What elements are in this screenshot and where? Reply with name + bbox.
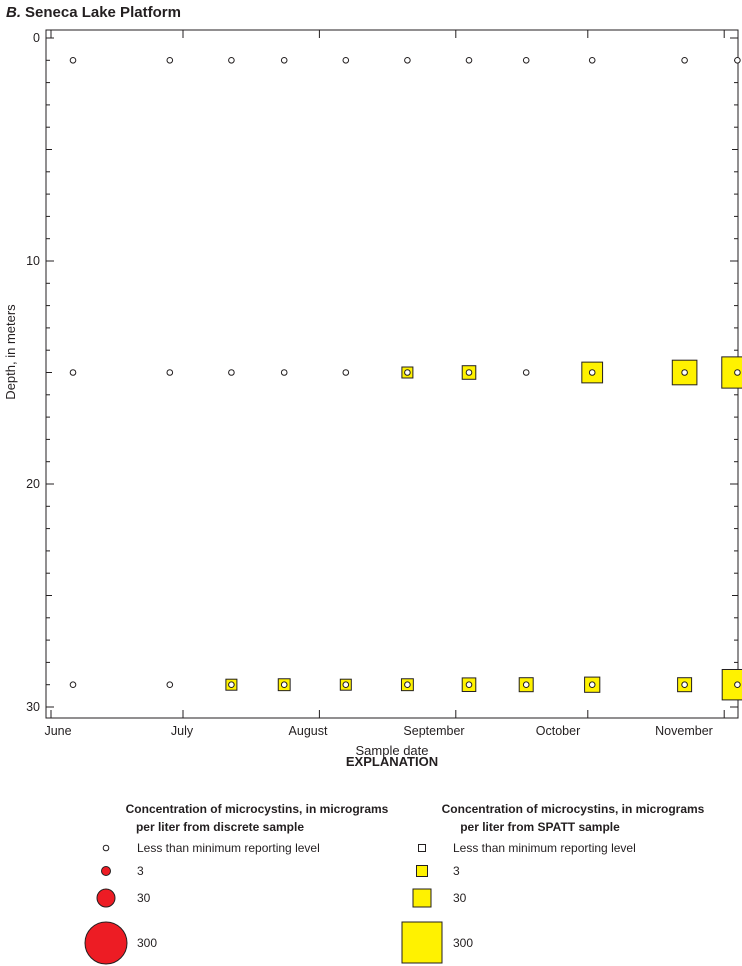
x-tick-label: July (171, 724, 194, 738)
panel-name: Seneca Lake Platform (25, 4, 181, 21)
spatt-marker (721, 668, 742, 701)
discrete-heading-line2: per liter from discrete sample (136, 820, 304, 834)
discrete-marker (342, 57, 350, 64)
legend-spatt-3-marker (416, 865, 428, 877)
legend-discrete-300-marker (84, 921, 128, 965)
discrete-marker (228, 57, 235, 64)
y-axis-ticks: 0 10 20 30 (26, 31, 738, 714)
y-tick-label: 30 (26, 700, 40, 714)
spatt-heading-line2: per liter from SPATT sample (460, 820, 620, 834)
legend-spatt-mrl-marker (418, 844, 426, 852)
discrete-marker (522, 57, 530, 64)
discrete-marker (166, 369, 174, 376)
discrete-marker (522, 369, 530, 376)
discrete-marker (734, 57, 741, 64)
legend-spatt-300-label: 300 (453, 936, 473, 950)
discrete-marker (166, 57, 174, 64)
discrete-marker (342, 681, 350, 689)
x-tick-label: September (403, 724, 464, 738)
legend-spatt-300-marker (401, 921, 443, 964)
discrete-marker (681, 681, 688, 689)
discrete-marker (166, 681, 174, 689)
discrete-marker (69, 57, 77, 64)
discrete-marker (69, 681, 77, 689)
plot-marks (69, 57, 742, 701)
x-tick-label: November (655, 724, 713, 738)
discrete-marker (465, 369, 473, 376)
y-axis-label: Depth, in meters (3, 304, 18, 400)
x-tick-label: June (44, 724, 71, 738)
panel-title: B. Seneca Lake Platform (6, 4, 181, 21)
discrete-marker (69, 369, 77, 376)
discrete-marker (588, 681, 596, 689)
x-tick-label: August (289, 724, 328, 738)
x-tick-label: October (536, 724, 580, 738)
legend-spatt-mrl-label: Less than minimum reporting level (453, 841, 636, 855)
discrete-marker (404, 57, 411, 64)
plot-frame (45, 29, 739, 719)
legend-spatt-30-label: 30 (453, 891, 467, 905)
discrete-marker (588, 369, 596, 376)
discrete-marker (465, 681, 473, 689)
discrete-marker (228, 369, 235, 376)
spatt-heading-line1: Concentration of microcystins, in microg… (442, 802, 705, 816)
discrete-heading-line1: Concentration of microcystins, in microg… (126, 802, 389, 816)
y-tick-label: 20 (26, 477, 40, 491)
discrete-marker (734, 681, 741, 689)
discrete-marker (342, 369, 350, 376)
legend-discrete-mrl-marker (102, 844, 110, 852)
spatt-marker (721, 356, 742, 389)
x-axis-ticks: June July August September October November (44, 30, 725, 738)
legend-spatt-30-marker (412, 888, 432, 908)
legend-discrete-30-marker (96, 888, 116, 908)
x-axis-label: Sample date (356, 743, 429, 758)
legend-spatt-3-label: 3 (453, 864, 460, 878)
discrete-marker (280, 369, 288, 376)
discrete-marker (404, 681, 411, 689)
panel-letter: B. (6, 4, 21, 21)
legend-discrete-3-label: 3 (137, 864, 144, 878)
y-tick-label: 10 (26, 254, 40, 268)
y-tick-label: 0 (33, 31, 40, 45)
discrete-marker (280, 681, 288, 689)
discrete-marker (404, 369, 411, 376)
discrete-marker (588, 57, 596, 64)
legend-discrete-30-label: 30 (137, 891, 151, 905)
discrete-marker (465, 57, 473, 64)
legend-discrete-mrl-label: Less than minimum reporting level (137, 841, 320, 855)
discrete-marker (681, 57, 688, 64)
legend-discrete-3-marker (101, 866, 111, 876)
discrete-marker (228, 681, 235, 689)
legend-discrete-300-label: 300 (137, 936, 157, 950)
discrete-marker (681, 369, 688, 376)
discrete-marker (280, 57, 288, 64)
discrete-marker (522, 681, 530, 689)
explanation-title: EXPLANATION (346, 754, 438, 769)
discrete-marker (734, 369, 741, 376)
